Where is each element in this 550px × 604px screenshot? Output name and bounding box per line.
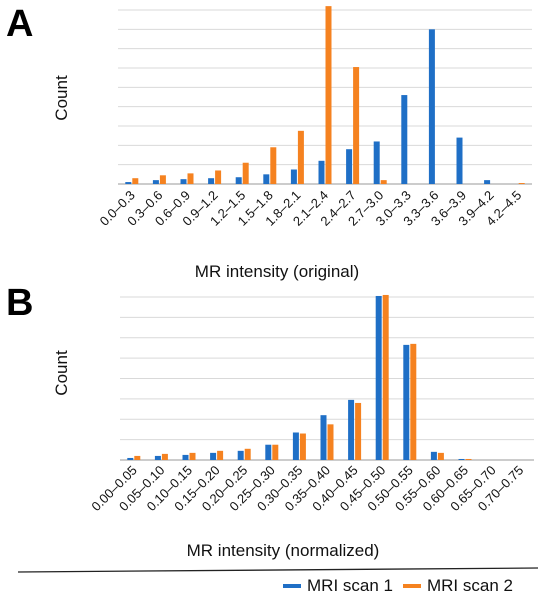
- bar-a-scan2-5: [270, 147, 277, 184]
- x-axis-label-b: MR intensity (normalized): [187, 541, 380, 560]
- bar-a-scan2-7: [325, 6, 332, 185]
- bar-a-scan1-7: [318, 160, 325, 184]
- bar-a-scan2-0: [132, 178, 139, 184]
- bar-a-scan1-8: [346, 149, 353, 184]
- legend: MRI scan 1 MRI scan 2: [283, 575, 523, 597]
- bar-a-scan1-0: [125, 182, 132, 184]
- bar-b-scan1-3: [210, 452, 217, 460]
- bar-a-scan1-1: [152, 180, 159, 184]
- bar-b-scan1-12: [458, 458, 465, 460]
- legend-label-scan-2: MRI scan 2: [426, 576, 513, 595]
- bar-a-scan1-2: [180, 179, 187, 184]
- legend-swatch-scan-2: [402, 584, 421, 588]
- bar-a-scan2-4: [242, 162, 249, 184]
- bar-a-scan1-9: [373, 141, 380, 184]
- bar-a-scan2-2: [187, 173, 194, 184]
- bar-b-scan1-0: [127, 457, 134, 460]
- legend-swatch-scan-1: [283, 584, 301, 588]
- bar-a-scan2-1: [159, 175, 166, 184]
- y-axis-label-b: Count: [52, 350, 71, 396]
- bar-a-scan2-3: [215, 170, 222, 184]
- bar-b-scan2-12: [465, 458, 472, 460]
- bar-b-scan2-9: [382, 294, 389, 460]
- bar-a-scan1-13: [484, 180, 491, 184]
- bar-b-scan2-2: [189, 452, 196, 460]
- bar-a-scan2-8: [353, 67, 360, 184]
- plot-area-a: 0.0–0.30.3–0.60.6–0.90.9–1.21.2–1.51.5–1…: [97, 6, 532, 229]
- bar-a-scan1-3: [208, 178, 215, 184]
- bar-b-scan2-10: [410, 343, 417, 460]
- bar-b-scan1-1: [154, 455, 161, 460]
- bar-b-scan2-11: [437, 452, 444, 460]
- legend-item-scan-1: MRI scan 1: [283, 576, 393, 596]
- bar-b-scan2-8: [355, 402, 362, 460]
- bar-a-scan1-10: [401, 95, 408, 184]
- legend-label-scan-1: MRI scan 1: [307, 576, 393, 595]
- bar-a-scan1-5: [263, 174, 270, 184]
- legend-item-scan-2: MRI scan 2: [402, 576, 513, 596]
- bar-b-scan1-11: [430, 451, 437, 460]
- bar-b-scan1-8: [348, 399, 355, 460]
- bar-a-scan2-14: [518, 183, 525, 184]
- bar-a-scan2-9: [380, 180, 387, 184]
- y-axis-label-a: Count: [52, 75, 71, 121]
- separator-line: [17, 567, 539, 573]
- bar-b-scan2-3: [217, 450, 224, 460]
- bar-b-scan2-0: [134, 455, 141, 460]
- bar-b-scan1-7: [320, 415, 327, 460]
- bar-b-scan2-1: [161, 453, 168, 460]
- bar-b-scan1-10: [403, 344, 410, 460]
- bar-a-scan1-12: [456, 137, 463, 184]
- bar-b-scan2-6: [299, 433, 306, 460]
- bar-b-scan2-4: [244, 448, 251, 460]
- bar-b-scan2-5: [272, 444, 279, 460]
- bar-b-scan2-7: [327, 424, 334, 460]
- panel-label-a: A: [6, 3, 33, 45]
- bar-a-scan1-4: [235, 177, 242, 184]
- plot-area-b: 0.00–0.050.05–0.100.10–0.150.15–0.200.20…: [88, 294, 534, 514]
- panel-label-b: B: [6, 282, 33, 324]
- bar-b-scan1-5: [265, 444, 272, 460]
- bar-b-scan1-9: [375, 295, 382, 460]
- bar-a-scan2-6: [297, 130, 304, 184]
- bar-b-scan1-4: [237, 450, 244, 460]
- bar-b-scan1-6: [292, 432, 299, 460]
- bar-a-scan1-6: [290, 169, 297, 184]
- bar-a-scan1-11: [428, 29, 435, 185]
- x-axis-label-a: MR intensity (original): [195, 262, 359, 281]
- bar-b-scan1-2: [182, 454, 189, 460]
